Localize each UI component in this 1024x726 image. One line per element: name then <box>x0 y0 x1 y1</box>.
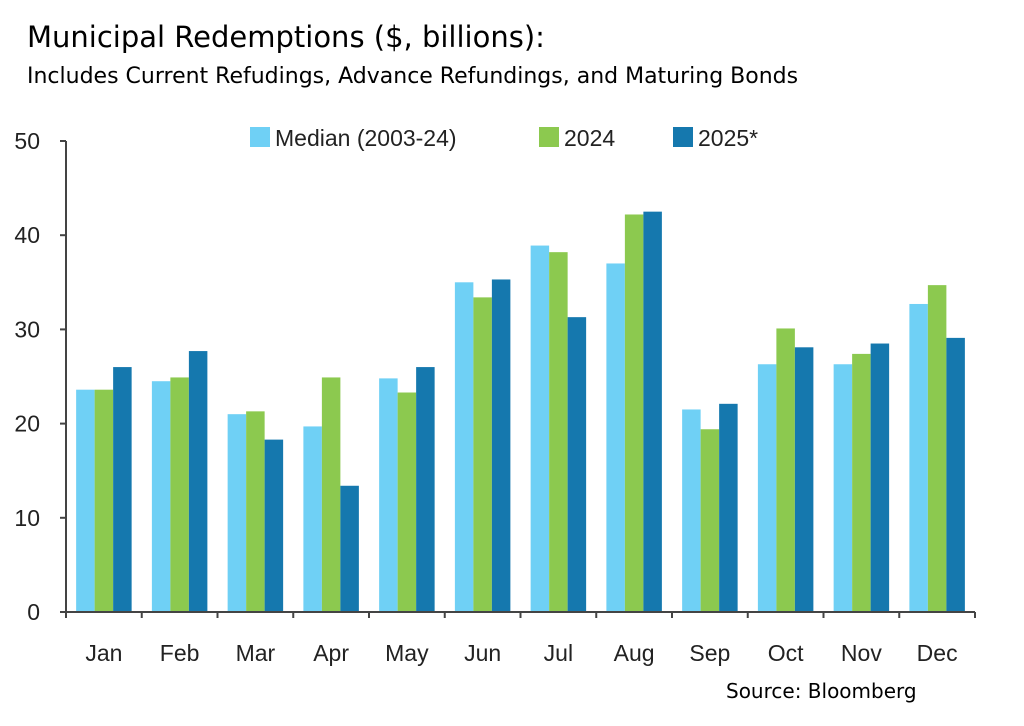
x-tick-label-dec: Dec <box>917 640 958 666</box>
bar-jun-1 <box>473 297 492 612</box>
bar-dec-0 <box>909 303 928 612</box>
y-tick-label: 30 <box>14 316 40 342</box>
x-tick-label-mar: Mar <box>236 640 276 666</box>
x-tick-label-nov: Nov <box>841 640 882 666</box>
x-tick-label-jan: Jan <box>85 640 122 666</box>
bar-mar-0 <box>227 414 247 612</box>
x-tick-label-oct: Oct <box>768 640 804 666</box>
y-axis: 0 10 20 30 40 50 <box>14 128 67 625</box>
bar-jun-0 <box>454 282 474 612</box>
bar-feb-0 <box>151 381 171 612</box>
x-tick-label-may: May <box>385 640 429 666</box>
bar-jan-0 <box>76 389 95 612</box>
bar-jan-1 <box>94 389 114 612</box>
bar-may-0 <box>379 378 398 612</box>
legend-swatch-2 <box>673 127 693 147</box>
x-tick-label-sep: Sep <box>689 640 730 666</box>
y-tick-label: 50 <box>14 128 40 154</box>
legend-label-0: Median (2003-24) <box>275 125 457 151</box>
source-note: Source: Bloomberg <box>726 679 917 703</box>
x-tick-label-aug: Aug <box>614 640 655 666</box>
bar-oct-1 <box>776 328 795 612</box>
bar-sep-2 <box>719 403 738 612</box>
bar-mar-1 <box>246 411 265 612</box>
bar-aug-2 <box>643 211 662 612</box>
bar-feb-1 <box>170 377 189 612</box>
legend-label-2: 2025* <box>698 125 758 151</box>
legend-swatch-0 <box>250 127 270 147</box>
bar-may-1 <box>397 392 417 612</box>
bar-jul-0 <box>530 245 550 612</box>
legend: Median (2003-24) 2024 2025* <box>250 125 758 151</box>
bar-nov-2 <box>870 343 890 612</box>
legend-swatch-1 <box>539 127 559 147</box>
x-tick-label-jun: Jun <box>464 640 501 666</box>
bar-sep-1 <box>700 429 720 612</box>
bars <box>76 211 965 613</box>
x-tick-label-apr: Apr <box>313 640 349 666</box>
bar-oct-0 <box>757 364 777 612</box>
y-tick-label: 0 <box>27 599 40 625</box>
bar-nov-0 <box>833 364 853 612</box>
legend-label-1: 2024 <box>564 125 615 151</box>
bar-dec-2 <box>946 337 965 612</box>
bar-sep-0 <box>682 409 701 612</box>
x-tick-label-jul: Jul <box>544 640 573 666</box>
bar-jan-2 <box>113 367 132 612</box>
bar-apr-2 <box>340 485 359 612</box>
bar-nov-1 <box>852 353 871 612</box>
y-tick-label: 40 <box>14 222 40 248</box>
chart-title: Municipal Redemptions ($, billions): <box>27 20 545 54</box>
bar-jul-1 <box>549 252 568 612</box>
bar-aug-0 <box>606 263 625 612</box>
bar-jul-2 <box>567 317 587 612</box>
bar-may-2 <box>416 367 435 612</box>
bar-jun-2 <box>491 279 511 612</box>
bar-apr-0 <box>303 426 322 612</box>
chart-subtitle: Includes Current Refudings, Advance Refu… <box>27 64 799 89</box>
bar-feb-2 <box>188 351 208 612</box>
bar-dec-1 <box>927 285 947 612</box>
y-tick-label: 20 <box>14 411 40 437</box>
bar-aug-1 <box>624 214 644 613</box>
x-axis: Jan Feb Mar Apr May Jun Jul Aug Sep Oct Nov Dec <box>65 611 976 666</box>
bar-oct-2 <box>794 347 814 612</box>
bar-apr-1 <box>321 377 341 612</box>
x-tick-label-feb: Feb <box>160 640 200 666</box>
y-tick-label: 10 <box>14 505 40 531</box>
bar-mar-2 <box>264 439 284 612</box>
